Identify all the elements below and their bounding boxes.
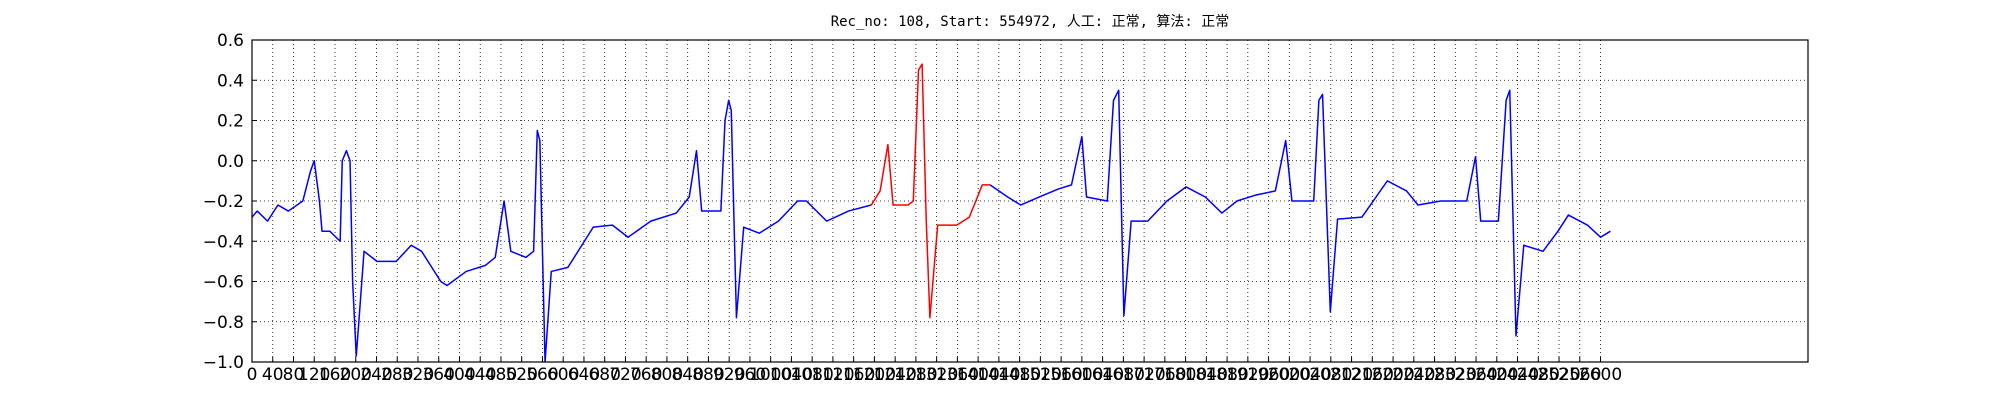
x-tick-label: 2040 <box>1288 365 1331 385</box>
y-tick-label: 0.2 <box>217 112 244 132</box>
x-tick-label: 520 <box>505 365 537 385</box>
x-tick-label: 1640 <box>1081 365 1124 385</box>
x-tick-label: 1680 <box>1102 365 1145 385</box>
x-tick-label: 2520 <box>1537 365 1580 385</box>
x-tick-label: 280 <box>381 365 413 385</box>
x-tick-label: 2120 <box>1330 365 1373 385</box>
x-tick-label: 80 <box>283 365 305 385</box>
x-tick-label: 1360 <box>936 365 979 385</box>
x-tick-label: 2200 <box>1371 365 1414 385</box>
x-tick-label: 1160 <box>832 365 875 385</box>
x-tick-label: 1480 <box>998 365 1041 385</box>
x-tick-label: 1280 <box>894 365 937 385</box>
line-series <box>251 89 1611 363</box>
x-tick-label: 2000 <box>1268 365 1311 385</box>
x-tick-label: 40 <box>262 365 284 385</box>
x-tick-label: 1240 <box>874 365 917 385</box>
x-tick-label: 1840 <box>1185 365 1228 385</box>
x-tick-label: 760 <box>630 365 662 385</box>
x-tick-label: 320 <box>402 365 434 385</box>
x-tick-label: 240 <box>360 365 392 385</box>
x-tick-label: 2560 <box>1558 365 1601 385</box>
x-tick-label: 2400 <box>1475 365 1518 385</box>
x-tick-label: 1080 <box>791 365 834 385</box>
x-tick-label: 720 <box>609 365 641 385</box>
x-tick-label: 1880 <box>1205 365 1248 385</box>
chart-title: Rec_no: 108, Start: 554972, 人工: 正常, 算法: … <box>831 14 1230 30</box>
x-tick-label: 1960 <box>1247 365 1290 385</box>
x-tick-label: 2440 <box>1496 365 1539 385</box>
x-tick-label: 1320 <box>915 365 958 385</box>
x-tick-label: 1440 <box>977 365 1020 385</box>
line-series <box>870 63 991 319</box>
x-tick-label: 1120 <box>811 365 854 385</box>
x-tick-label: 1800 <box>1164 365 1207 385</box>
x-tick-label: 2600 <box>1579 365 1622 385</box>
x-tick-label: 840 <box>671 365 703 385</box>
y-tick-label: −0.6 <box>203 273 244 293</box>
x-tick-label: 2480 <box>1517 365 1560 385</box>
x-tick-label: 1520 <box>1019 365 1062 385</box>
x-tick-label: 2240 <box>1392 365 1435 385</box>
x-tick-label: 1560 <box>1039 365 1082 385</box>
y-tick-label: 0.4 <box>217 71 244 91</box>
x-tick-label: 2160 <box>1351 365 1394 385</box>
x-tick-label: 1760 <box>1143 365 1186 385</box>
x-tick-label: 920 <box>713 365 745 385</box>
y-tick-label: −0.4 <box>203 232 244 252</box>
y-tick-label: −0.2 <box>203 192 244 212</box>
x-tick-label: 600 <box>547 365 579 385</box>
x-tick-label: 200 <box>340 365 372 385</box>
x-tick-label: 1400 <box>957 365 1000 385</box>
x-tick-label: 1040 <box>770 365 813 385</box>
x-tick-label: 2080 <box>1309 365 1352 385</box>
x-tick-label: 800 <box>651 365 683 385</box>
x-tick-label: 960 <box>734 365 766 385</box>
x-tick-label: 880 <box>692 365 724 385</box>
x-tick-label: 360 <box>422 365 454 385</box>
x-tick-label: 120 <box>298 365 330 385</box>
x-tick-label: 640 <box>568 365 600 385</box>
y-tick-label: 0.0 <box>217 152 244 172</box>
x-tick-label: 440 <box>464 365 496 385</box>
x-tick-label: 400 <box>443 365 475 385</box>
x-tick-label: 2280 <box>1413 365 1456 385</box>
x-tick-label: 1920 <box>1226 365 1269 385</box>
x-tick-label: 160 <box>319 365 351 385</box>
x-tick-label: 480 <box>485 365 517 385</box>
x-tick-label: 1200 <box>853 365 896 385</box>
x-tick-label: 680 <box>588 365 620 385</box>
y-tick-label: −1.0 <box>203 353 244 373</box>
y-tick-label: 0.6 <box>217 31 244 51</box>
plot-frame <box>251 39 1809 363</box>
x-tick-label: 1600 <box>1060 365 1103 385</box>
x-tick-label: 1720 <box>1122 365 1165 385</box>
x-tick-label: 1000 <box>749 365 792 385</box>
x-tick-label: 0 <box>247 365 258 385</box>
x-tick-label: 2320 <box>1434 365 1477 385</box>
y-tick-label: −0.8 <box>203 313 244 333</box>
x-tick-label: 2360 <box>1454 365 1497 385</box>
x-tick-label: 560 <box>526 365 558 385</box>
